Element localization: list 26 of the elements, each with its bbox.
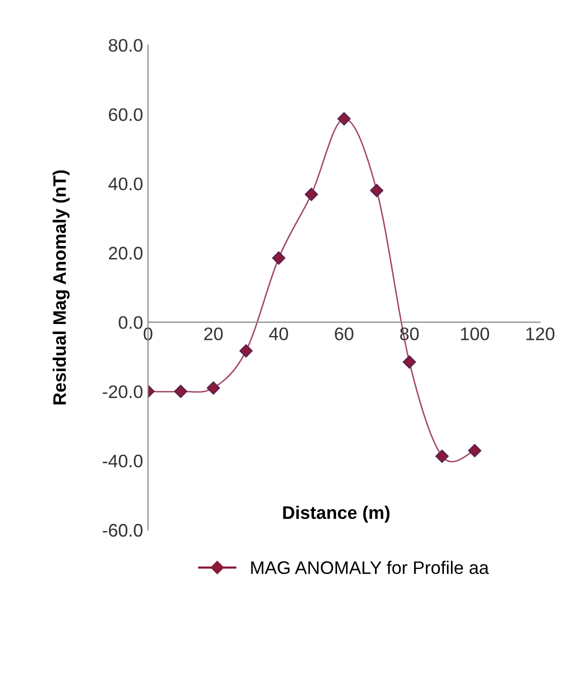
point <box>304 188 318 201</box>
y-tick-label: -20.0 <box>102 385 142 398</box>
y-tick-label: 0.0 <box>118 316 142 329</box>
point <box>468 444 482 458</box>
y-axis-title: Residual Mag Anomaly (nT) <box>52 170 70 404</box>
x-tick-label: 100 <box>461 327 490 340</box>
y-tick-label: 80.0 <box>108 38 142 52</box>
x-tick-label: 40 <box>269 327 288 340</box>
x-tick-label: 20 <box>204 327 223 340</box>
x-axis-title: Distance (m) <box>283 506 390 523</box>
point <box>370 184 384 198</box>
point <box>272 251 286 265</box>
point <box>239 344 253 358</box>
x-tick-label: 60 <box>334 327 354 340</box>
point <box>435 450 449 463</box>
point <box>402 355 416 369</box>
y-tick-label: 60.0 <box>108 108 142 122</box>
point <box>206 381 220 395</box>
y-tick-label: -40.0 <box>102 454 142 468</box>
y-tick-label: 40.0 <box>108 178 142 190</box>
point <box>337 112 351 126</box>
x-tick-label: 120 <box>526 327 554 340</box>
legend-label: MAG ANOMALY for Profile aa <box>251 560 489 574</box>
y-tick-label: -60.0 <box>102 524 142 537</box>
y-tick-label: 20.0 <box>108 246 142 260</box>
point <box>174 384 188 398</box>
